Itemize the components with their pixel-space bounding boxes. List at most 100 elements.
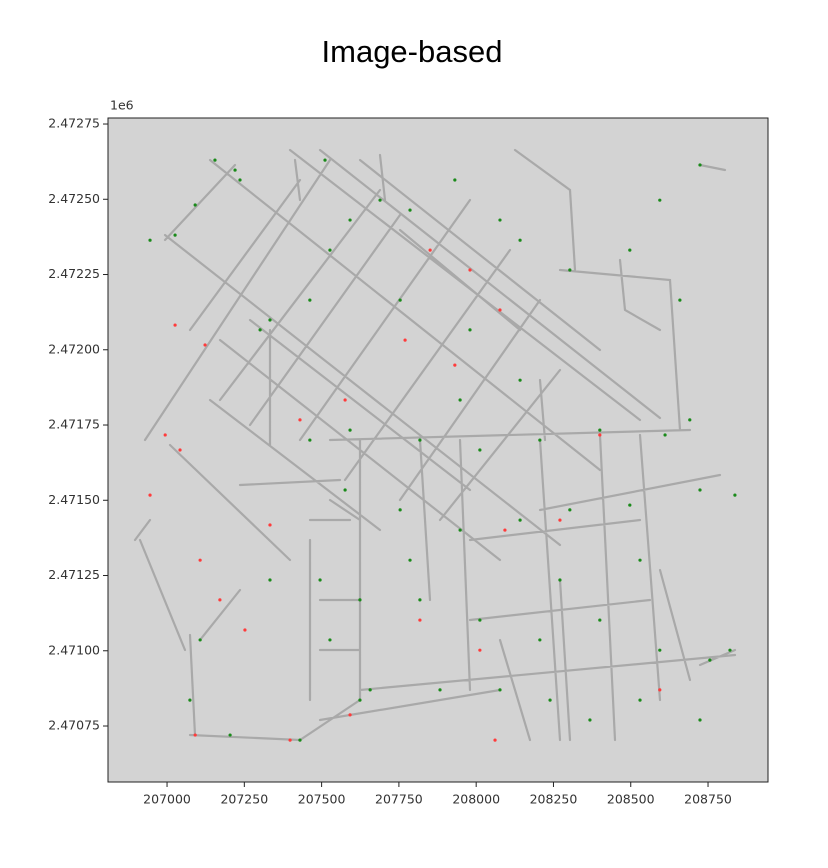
point	[478, 448, 482, 452]
point	[698, 488, 702, 492]
point	[498, 688, 502, 692]
point	[148, 493, 152, 497]
point	[358, 598, 362, 602]
plot-frame	[107, 117, 769, 783]
point	[518, 518, 522, 522]
point	[493, 738, 497, 742]
point	[698, 718, 702, 722]
point	[173, 323, 177, 327]
point	[328, 638, 332, 642]
point	[398, 508, 402, 512]
point	[163, 433, 167, 437]
point	[728, 648, 732, 652]
chart-title: Image-based	[322, 34, 503, 69]
point	[628, 503, 632, 507]
point	[233, 168, 237, 172]
point	[318, 578, 322, 582]
point	[503, 528, 507, 532]
point	[298, 418, 302, 422]
point	[453, 363, 457, 367]
point	[358, 698, 362, 702]
y-tick-label: 2.47150	[48, 492, 100, 507]
point	[368, 688, 372, 692]
point	[628, 248, 632, 252]
scatter-points	[148, 158, 737, 742]
point	[418, 598, 422, 602]
point	[268, 523, 272, 527]
x-tick-label: 207500	[298, 792, 346, 807]
point	[538, 638, 542, 642]
point	[663, 433, 667, 437]
point	[203, 343, 207, 347]
point	[308, 298, 312, 302]
point	[288, 738, 292, 742]
point	[348, 713, 352, 717]
point	[458, 398, 462, 402]
x-tick-label: 207250	[220, 792, 268, 807]
point	[638, 698, 642, 702]
point	[468, 328, 472, 332]
point	[598, 618, 602, 622]
point	[568, 508, 572, 512]
point	[478, 618, 482, 622]
point	[558, 518, 562, 522]
point	[458, 528, 462, 532]
point	[218, 598, 222, 602]
point	[518, 378, 522, 382]
point	[598, 428, 602, 432]
point	[418, 438, 422, 442]
x-tick-label: 208250	[530, 792, 578, 807]
point	[323, 158, 327, 162]
y-tick-label: 2.47100	[48, 642, 100, 657]
point	[343, 398, 347, 402]
point	[228, 733, 232, 737]
point	[498, 308, 502, 312]
point	[348, 428, 352, 432]
point	[148, 238, 152, 242]
y-tick-label: 2.47175	[48, 417, 100, 432]
point	[398, 298, 402, 302]
y-tick-label: 2.47200	[48, 341, 100, 356]
point	[348, 218, 352, 222]
point	[733, 493, 737, 497]
point	[308, 438, 312, 442]
point	[678, 298, 682, 302]
point	[198, 558, 202, 562]
point	[588, 718, 592, 722]
point	[468, 268, 472, 272]
y-tick-label: 2.47250	[48, 191, 100, 206]
point	[268, 578, 272, 582]
point	[213, 158, 217, 162]
point	[658, 198, 662, 202]
y-offset-label: 1e6	[110, 98, 134, 113]
point	[268, 318, 272, 322]
point	[688, 418, 692, 422]
x-tick-label: 208500	[607, 792, 655, 807]
x-tick-label: 207000	[143, 792, 191, 807]
point	[538, 438, 542, 442]
point	[638, 558, 642, 562]
point	[173, 233, 177, 237]
y-tick-label: 2.47275	[48, 116, 100, 131]
point	[178, 448, 182, 452]
point	[258, 328, 262, 332]
y-tick-label: 2.47125	[48, 567, 100, 582]
point	[438, 688, 442, 692]
point	[568, 268, 572, 272]
point	[343, 488, 347, 492]
point	[428, 248, 432, 252]
point	[193, 203, 197, 207]
point	[418, 618, 422, 622]
point	[518, 238, 522, 242]
y-tick-label: 2.47225	[48, 266, 100, 281]
point	[378, 198, 382, 202]
point	[598, 433, 602, 437]
point	[548, 698, 552, 702]
point	[658, 648, 662, 652]
point	[238, 178, 242, 182]
point	[403, 338, 407, 342]
point	[658, 688, 662, 692]
point	[193, 733, 197, 737]
point	[198, 638, 202, 642]
